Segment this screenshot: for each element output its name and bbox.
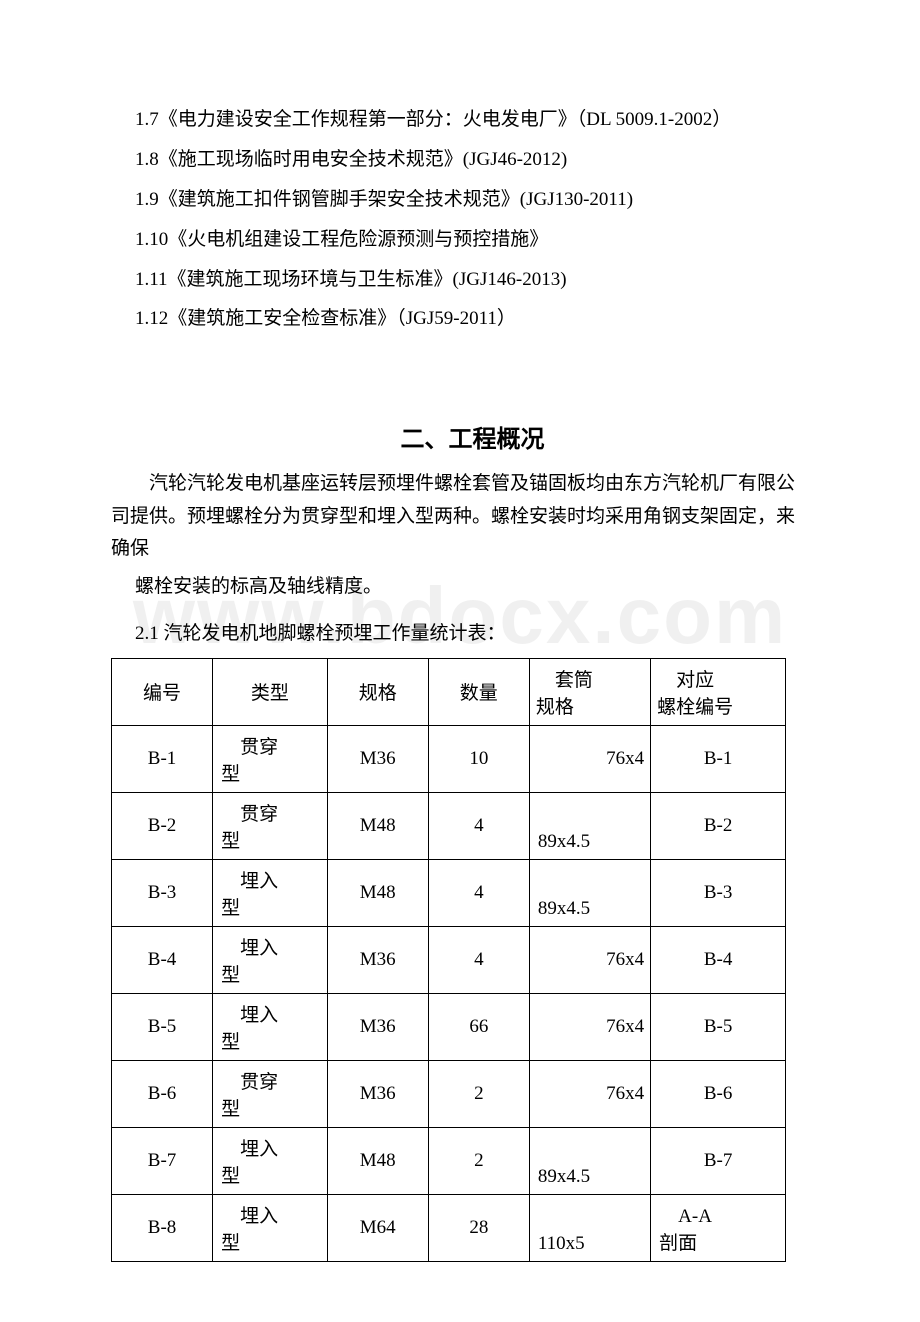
- cell-sleeve: 76x4: [529, 993, 650, 1060]
- cell-qty: 4: [428, 792, 529, 859]
- reference-list: 1.7《电力建设安全工作规程第一部分：火电发电厂》（DL 5009.1-2002…: [135, 100, 810, 339]
- cell-spec: M36: [327, 926, 428, 993]
- cell-qty: 66: [428, 993, 529, 1060]
- cell-spec: M36: [327, 725, 428, 792]
- cell-spec: M36: [327, 1060, 428, 1127]
- cell-spec: M48: [327, 859, 428, 926]
- cell-bolt: B-4: [651, 926, 786, 993]
- table-body: B-1 贯穿型M361076x4B-1B-2 贯穿型M48489x4.5B-2B…: [112, 725, 786, 1261]
- th-qty: 数量: [428, 658, 529, 725]
- cell-id: B-8: [112, 1194, 213, 1261]
- cell-spec: M48: [327, 792, 428, 859]
- cell-id: B-7: [112, 1127, 213, 1194]
- cell-spec: M36: [327, 993, 428, 1060]
- cell-qty: 2: [428, 1060, 529, 1127]
- cell-bolt: B-6: [651, 1060, 786, 1127]
- th-type: 类型: [213, 658, 328, 725]
- cell-id: B-5: [112, 993, 213, 1060]
- cell-sleeve: 76x4: [529, 725, 650, 792]
- overview-paragraph-1: 汽轮汽轮发电机基座运转层预埋件螺栓套管及锚固板均由东方汽轮机厂有限公司提供。预埋…: [111, 468, 810, 565]
- cell-spec: M48: [327, 1127, 428, 1194]
- cell-qty: 4: [428, 859, 529, 926]
- cell-spec: M64: [327, 1194, 428, 1261]
- cell-bolt: B-1: [651, 725, 786, 792]
- table-row: B-4 埋入型M36476x4B-4: [112, 926, 786, 993]
- table-row: B-1 贯穿型M361076x4B-1: [112, 725, 786, 792]
- cell-type: 贯穿型: [213, 792, 328, 859]
- th-bolt-bottom: 螺栓编号: [657, 697, 733, 718]
- reference-item: 1.8《施工现场临时用电安全技术规范》(JGJ46-2012): [135, 140, 810, 180]
- th-id: 编号: [112, 658, 213, 725]
- cell-id: B-1: [112, 725, 213, 792]
- reference-item: 1.11《建筑施工现场环境与卫生标准》(JGJ146-2013): [135, 260, 810, 300]
- reference-item: 1.10《火电机组建设工程危险源预测与预控措施》: [135, 220, 810, 260]
- th-sleeve-top: 套筒: [536, 670, 593, 691]
- cell-type: 埋入型: [213, 926, 328, 993]
- cell-bolt: B-5: [651, 993, 786, 1060]
- bolt-table: 编号 类型 规格 数量 套筒 规格 对应 螺栓编号 B-1 贯穿型M361076…: [111, 658, 786, 1262]
- cell-qty: 2: [428, 1127, 529, 1194]
- cell-bolt: A-A剖面: [651, 1194, 786, 1261]
- table-row: B-7 埋入型M48289x4.5B-7: [112, 1127, 786, 1194]
- table-row: B-6 贯穿型M36276x4B-6: [112, 1060, 786, 1127]
- th-sleeve: 套筒 规格: [529, 658, 650, 725]
- th-bolt-top: 对应: [657, 670, 714, 691]
- cell-id: B-4: [112, 926, 213, 993]
- cell-qty: 4: [428, 926, 529, 993]
- overview-paragraph-2: 螺栓安装的标高及轴线精度。: [135, 571, 810, 603]
- cell-type: 埋入型: [213, 1127, 328, 1194]
- cell-id: B-2: [112, 792, 213, 859]
- cell-sleeve: 76x4: [529, 926, 650, 993]
- cell-type: 埋入型: [213, 859, 328, 926]
- cell-sleeve: 110x5: [529, 1194, 650, 1261]
- cell-type: 埋入型: [213, 993, 328, 1060]
- table-row: B-8 埋入型M6428110x5 A-A剖面: [112, 1194, 786, 1261]
- cell-type: 贯穿型: [213, 1060, 328, 1127]
- cell-sleeve: 89x4.5: [529, 792, 650, 859]
- table-header-row: 编号 类型 规格 数量 套筒 规格 对应 螺栓编号: [112, 658, 786, 725]
- th-bolt: 对应 螺栓编号: [651, 658, 786, 725]
- table-caption: 2.1 汽轮发电机地脚螺栓预埋工作量统计表：: [135, 618, 810, 650]
- reference-item: 1.9《建筑施工扣件钢管脚手架安全技术规范》(JGJ130-2011): [135, 180, 810, 220]
- cell-sleeve: 76x4: [529, 1060, 650, 1127]
- table-row: B-3 埋入型M48489x4.5B-3: [112, 859, 786, 926]
- reference-item: 1.12《建筑施工安全检查标准》（JGJ59-2011）: [135, 299, 810, 339]
- cell-bolt: B-7: [651, 1127, 786, 1194]
- th-spec: 规格: [327, 658, 428, 725]
- cell-id: B-3: [112, 859, 213, 926]
- cell-bolt: B-3: [651, 859, 786, 926]
- cell-bolt: B-2: [651, 792, 786, 859]
- cell-id: B-6: [112, 1060, 213, 1127]
- reference-item: 1.7《电力建设安全工作规程第一部分：火电发电厂》（DL 5009.1-2002…: [135, 100, 810, 140]
- cell-type: 埋入型: [213, 1194, 328, 1261]
- table-row: B-2 贯穿型M48489x4.5B-2: [112, 792, 786, 859]
- cell-sleeve: 89x4.5: [529, 859, 650, 926]
- cell-qty: 10: [428, 725, 529, 792]
- cell-sleeve: 89x4.5: [529, 1127, 650, 1194]
- table-row: B-5 埋入型M366676x4B-5: [112, 993, 786, 1060]
- section-title: 二、工程概况: [135, 419, 810, 454]
- cell-qty: 28: [428, 1194, 529, 1261]
- cell-type: 贯穿型: [213, 725, 328, 792]
- th-sleeve-bottom: 规格: [536, 697, 574, 718]
